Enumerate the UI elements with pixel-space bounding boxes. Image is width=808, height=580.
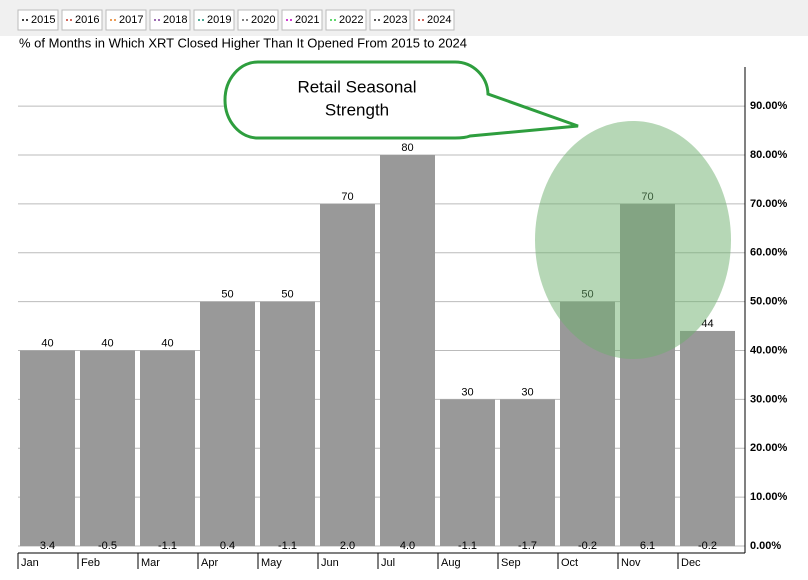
x-tick-label: Feb — [81, 557, 100, 569]
legend-item[interactable] — [105, 9, 147, 31]
value-label: 30 — [461, 386, 473, 398]
average-change-label: -1.1 — [278, 540, 297, 552]
value-label: 30 — [521, 386, 533, 398]
legend-item[interactable] — [413, 9, 455, 31]
average-change-label: 4.0 — [400, 540, 415, 552]
bar — [680, 330, 735, 546]
average-change-label: -0.2 — [698, 540, 717, 552]
highlight-ellipse — [535, 121, 731, 359]
legend-item[interactable] — [61, 9, 103, 31]
y-tick-label: 20.00% — [750, 442, 788, 454]
x-tick-label: Nov — [621, 557, 641, 569]
x-tick-label: Dec — [681, 557, 701, 569]
x-tick-label: Aug — [441, 557, 461, 569]
legend-label: 2016 — [75, 14, 99, 26]
y-tick-label: 90.00% — [750, 100, 788, 112]
legend-label: 2015 — [31, 14, 55, 26]
bar — [20, 350, 75, 546]
average-change-label: -1.1 — [458, 540, 477, 552]
legend-item[interactable] — [17, 9, 59, 31]
average-change-label: 3.4 — [40, 540, 55, 552]
x-tick-label: Jun — [321, 557, 339, 569]
value-label: 50 — [281, 289, 293, 301]
legend-item[interactable] — [149, 9, 191, 31]
y-tick-label: 80.00% — [750, 149, 788, 161]
value-label: 40 — [161, 337, 173, 349]
value-label: 50 — [221, 289, 233, 301]
value-label: 40 — [41, 337, 53, 349]
y-tick-label: 30.00% — [750, 393, 788, 405]
legend-label: 2019 — [207, 14, 231, 26]
average-change-label: -1.1 — [158, 540, 177, 552]
chart-title: % of Months in Which XRT Closed Higher T… — [19, 35, 467, 50]
callout — [223, 60, 579, 140]
legend-label: 2023 — [383, 14, 407, 26]
value-label: 80 — [401, 142, 413, 154]
legend-label: 2022 — [339, 14, 363, 26]
average-change-label: -1.7 — [518, 540, 537, 552]
x-tick-label: Apr — [201, 557, 218, 569]
annotation-text: Retail Seasonal — [297, 77, 416, 96]
legend-item[interactable] — [237, 9, 279, 31]
value-label: 40 — [101, 337, 113, 349]
y-tick-label: 60.00% — [750, 247, 788, 259]
y-tick-label: 0.00% — [750, 540, 781, 552]
bar — [380, 154, 435, 546]
bar — [80, 350, 135, 546]
average-change-label: -0.5 — [98, 540, 117, 552]
legend-item[interactable] — [281, 9, 323, 31]
bar — [440, 399, 495, 546]
x-tick-label: May — [261, 557, 282, 569]
legend-label: 2021 — [295, 14, 319, 26]
x-tick-label: Oct — [561, 557, 578, 569]
x-tick-label: Mar — [141, 557, 160, 569]
legend-label: 2017 — [119, 14, 143, 26]
average-change-label: 2.0 — [340, 540, 355, 552]
x-tick-label: Jul — [381, 557, 395, 569]
y-tick-label: 70.00% — [750, 198, 788, 210]
x-tick-label: Jan — [21, 557, 39, 569]
bar — [500, 399, 555, 546]
y-tick-label: 40.00% — [750, 344, 788, 356]
annotation: Retail Seasonal Strength — [223, 60, 731, 359]
y-tick-label: 10.00% — [750, 491, 788, 503]
average-change-label: -0.2 — [578, 540, 597, 552]
legend-label: 2024 — [427, 14, 451, 26]
bar — [320, 203, 375, 546]
legend-label: 2020 — [251, 14, 275, 26]
bar — [140, 350, 195, 546]
x-tick-label: Sep — [501, 557, 521, 569]
value-label: 70 — [341, 191, 353, 203]
annotation-text: Strength — [325, 100, 389, 119]
y-tick-label: 50.00% — [750, 296, 788, 308]
bar — [200, 301, 255, 546]
legend-item[interactable] — [369, 9, 411, 31]
legend-item[interactable] — [193, 9, 235, 31]
average-change-label: 0.4 — [220, 540, 235, 552]
average-change-label: 6.1 — [640, 540, 655, 552]
bar — [260, 301, 315, 546]
legend-label: 2018 — [163, 14, 187, 26]
legend-item[interactable] — [325, 9, 367, 31]
